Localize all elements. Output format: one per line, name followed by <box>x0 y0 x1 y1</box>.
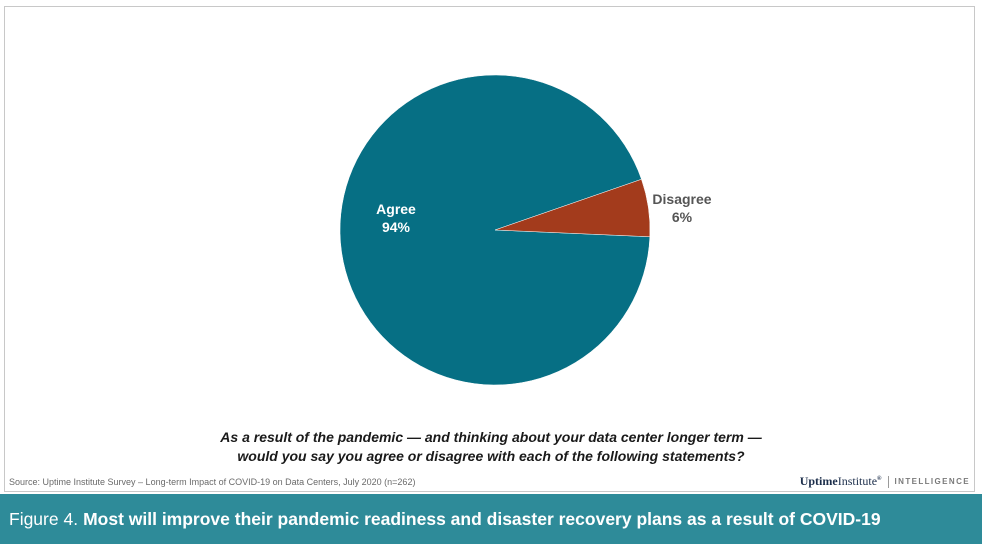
figure-number: Figure 4. <box>9 508 79 529</box>
pie-chart: Agree 94% Disagree 6% <box>339 74 712 386</box>
survey-question-line-1: As a result of the pandemic — and thinki… <box>220 429 762 445</box>
brand-logo: UptimeInstitute® INTELLIGENCE <box>800 474 970 489</box>
pie-slice-disagree <box>494 178 651 238</box>
brand-name-light: Institute <box>837 474 878 488</box>
survey-question-line-2: would you say you agree or disagree with… <box>237 448 745 464</box>
pie-slices <box>339 74 651 386</box>
pie-slice-agree <box>339 74 651 386</box>
survey-question: As a result of the pandemic — and thinki… <box>0 428 982 466</box>
slice-value-agree: 94% <box>382 219 411 235</box>
brand-registered-mark: ® <box>877 476 882 482</box>
brand-wordmark: UptimeInstitute® <box>800 474 882 489</box>
brand-divider <box>887 475 889 488</box>
slice-value-disagree: 6% <box>672 209 693 225</box>
source-note: Source: Uptime Institute Survey – Long-t… <box>9 477 416 487</box>
pie-labels: Agree 94% Disagree 6% <box>376 191 712 235</box>
slice-label-agree: Agree <box>376 201 416 217</box>
figure-caption: Figure 4. Most will improve their pandem… <box>0 494 982 544</box>
figure-title: Most will improve their pandemic readine… <box>83 508 881 529</box>
brand-suffix: INTELLIGENCE <box>894 477 970 486</box>
slice-label-disagree: Disagree <box>652 191 711 207</box>
brand-name-bold: Uptime <box>799 474 838 488</box>
